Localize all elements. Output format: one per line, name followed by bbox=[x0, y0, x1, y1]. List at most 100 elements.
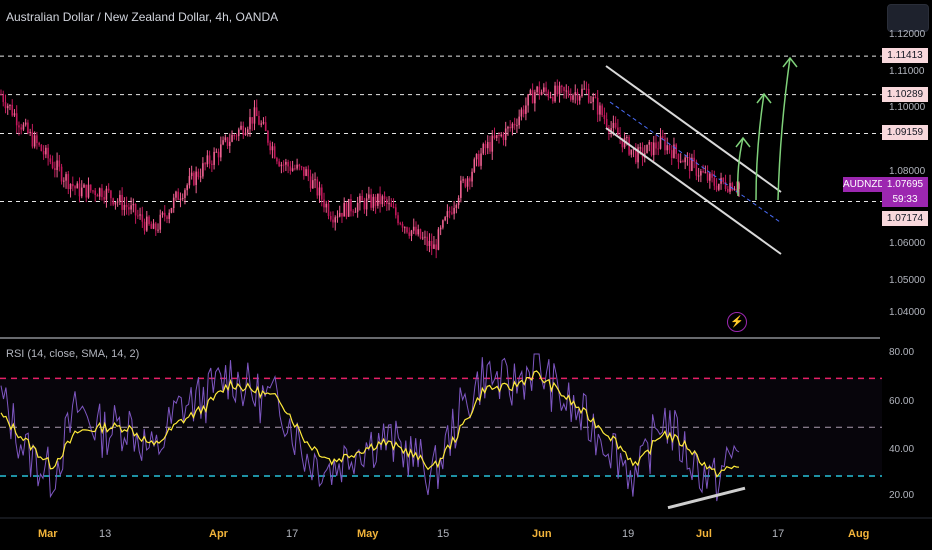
candle-body bbox=[20, 127, 22, 130]
candle-body bbox=[276, 158, 278, 162]
candle-body bbox=[107, 188, 110, 191]
candle-body bbox=[502, 134, 505, 141]
candle-body bbox=[435, 244, 437, 250]
candle-body bbox=[51, 161, 54, 169]
candle-body bbox=[159, 214, 162, 230]
candle-body bbox=[354, 211, 357, 213]
candle-body bbox=[253, 107, 256, 124]
price-tick: 1.05000 bbox=[889, 275, 926, 286]
candle-body bbox=[637, 147, 639, 163]
candle-body bbox=[673, 144, 675, 159]
rsi-tick: 40.00 bbox=[889, 444, 915, 455]
candle-body bbox=[271, 146, 274, 151]
candle-body bbox=[47, 147, 49, 159]
menu-icon[interactable] bbox=[887, 4, 929, 32]
level-label[interactable]: 1.10289 bbox=[882, 87, 928, 102]
candle-body bbox=[220, 144, 222, 158]
candle-body bbox=[303, 166, 305, 176]
candle-body bbox=[621, 138, 624, 148]
candle-body bbox=[592, 97, 594, 102]
rsi-legend[interactable]: RSI (14, close, SMA, 14, 2) bbox=[6, 348, 140, 360]
candle-body bbox=[439, 227, 442, 230]
time-tick: 15 bbox=[437, 528, 450, 540]
candle-body bbox=[177, 191, 180, 200]
candle-body bbox=[565, 90, 568, 92]
candle-body bbox=[269, 142, 271, 151]
candle-body bbox=[365, 198, 368, 210]
candle-body bbox=[273, 146, 276, 159]
candle-body bbox=[507, 126, 509, 129]
candle-body bbox=[635, 148, 637, 163]
candle-body bbox=[590, 101, 592, 103]
candle-body bbox=[684, 157, 686, 163]
candle-body bbox=[237, 129, 240, 137]
time-tick: Jul bbox=[696, 528, 712, 540]
candle-body bbox=[233, 135, 236, 137]
candle-body bbox=[473, 159, 476, 172]
candle-body bbox=[547, 91, 550, 98]
candle-body bbox=[486, 142, 489, 149]
candle-body bbox=[105, 188, 108, 200]
candle-body bbox=[379, 193, 381, 205]
channel-upper-line bbox=[605, 65, 782, 193]
candle-body bbox=[134, 203, 137, 216]
candle-body bbox=[392, 206, 395, 208]
rsi-pane bbox=[0, 353, 882, 510]
candle-body bbox=[504, 128, 507, 141]
candle-body bbox=[22, 124, 25, 130]
candle-body bbox=[397, 215, 399, 224]
candle-body bbox=[686, 157, 689, 159]
price-tick: 1.12000 bbox=[889, 29, 926, 40]
candle-body bbox=[437, 229, 440, 250]
candle-body bbox=[509, 126, 511, 129]
candle-body bbox=[594, 97, 597, 99]
candle-body bbox=[130, 205, 132, 210]
candle-body bbox=[246, 129, 249, 133]
candle-body bbox=[211, 163, 213, 165]
candle-body bbox=[664, 138, 666, 151]
level-label[interactable]: 1.07174 bbox=[882, 211, 928, 226]
candle-body bbox=[186, 185, 188, 191]
candle-body bbox=[475, 153, 478, 160]
candle-body bbox=[706, 172, 709, 181]
candle-body bbox=[280, 164, 283, 167]
level-label[interactable]: 1.11413 bbox=[882, 48, 928, 63]
candle-body bbox=[401, 223, 404, 228]
candle-body bbox=[78, 183, 81, 197]
candle-body bbox=[141, 214, 144, 222]
rsi-tick: 60.00 bbox=[889, 396, 915, 407]
candle-body bbox=[125, 204, 128, 208]
candle-body bbox=[655, 142, 657, 149]
candle-body bbox=[661, 136, 664, 139]
candle-body bbox=[711, 173, 713, 178]
candle-body bbox=[226, 137, 229, 146]
candle-body bbox=[33, 135, 36, 147]
candle-body bbox=[29, 131, 31, 134]
candle-body bbox=[480, 153, 482, 166]
candle-body bbox=[484, 143, 487, 149]
candle-body bbox=[735, 188, 738, 190]
candle-body bbox=[300, 166, 303, 168]
candle-body bbox=[327, 203, 330, 216]
candle-body bbox=[24, 122, 27, 125]
lightning-icon[interactable]: ⚡ bbox=[727, 312, 747, 332]
bar-countdown: 59:33 bbox=[892, 194, 918, 205]
rsi-tick: 80.00 bbox=[889, 347, 915, 358]
price-tick: 1.08000 bbox=[889, 166, 926, 177]
candle-body bbox=[599, 105, 601, 115]
candle-body bbox=[132, 203, 135, 206]
candle-body bbox=[345, 203, 348, 217]
level-label[interactable]: 1.09159 bbox=[882, 125, 928, 140]
candle-body bbox=[433, 244, 435, 249]
candle-body bbox=[614, 122, 617, 128]
candle-body bbox=[715, 185, 718, 190]
candle-body bbox=[181, 198, 184, 200]
candle-body bbox=[195, 171, 197, 185]
candle-body bbox=[552, 97, 554, 102]
candle-body bbox=[114, 202, 117, 205]
candle-body bbox=[424, 236, 426, 238]
candle-body bbox=[377, 193, 379, 206]
candle-body bbox=[412, 226, 415, 231]
projection-arrow-head bbox=[756, 92, 772, 104]
